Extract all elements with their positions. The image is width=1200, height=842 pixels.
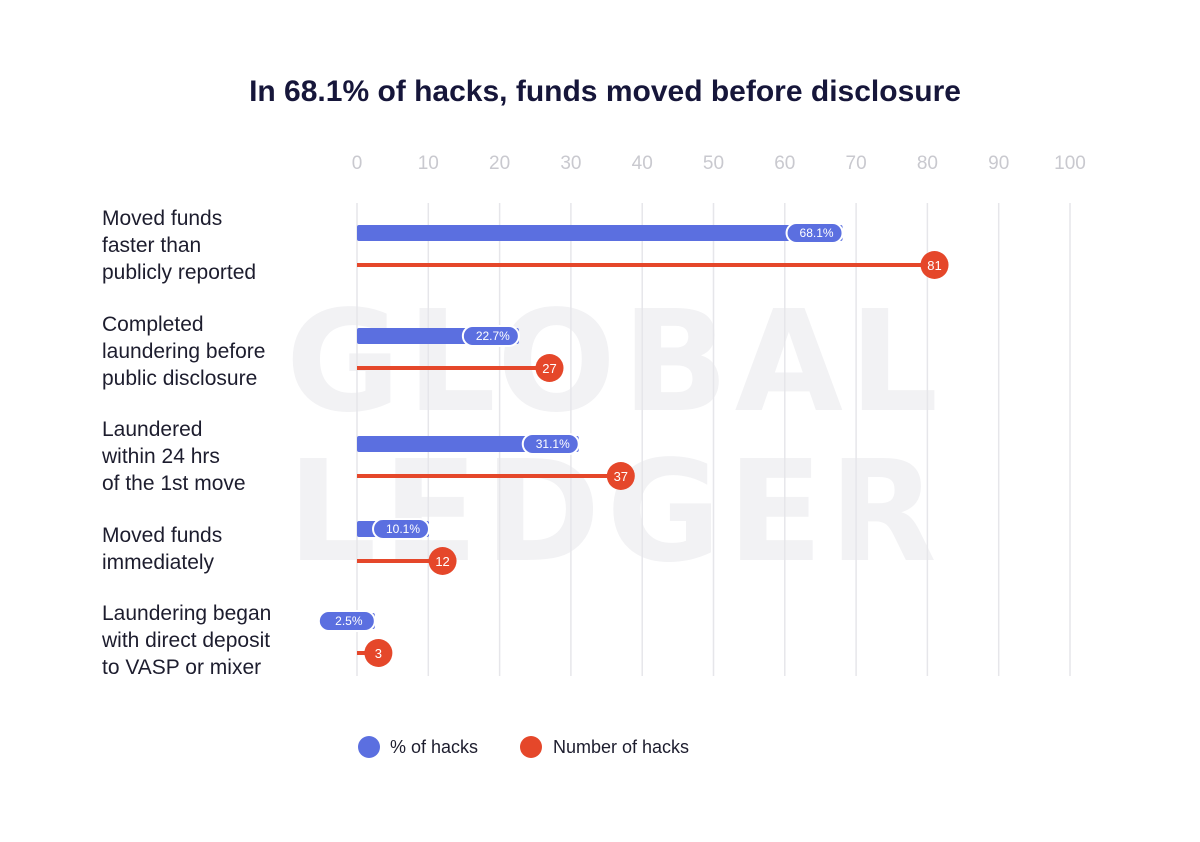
category-label: Laundering began <box>102 602 271 625</box>
count-bar <box>357 366 550 370</box>
category-labels: Moved funds faster than publicly reported C… <box>101 207 271 679</box>
x-tick-label: 50 <box>703 153 724 174</box>
x-tick-label: 30 <box>560 153 581 174</box>
watermark: GLOBAL LEDGER <box>286 281 944 594</box>
category-label: immediately <box>102 551 215 574</box>
legend: % of hacks Number of hacks <box>358 736 689 758</box>
legend-swatch <box>358 736 380 758</box>
bars: 68.1% 81 22.7% 27 31.1% 37 10.1% 12 2.5% 3 <box>317 222 949 667</box>
pct-label-pill <box>372 518 431 540</box>
count-dot <box>428 547 457 575</box>
pct-label: 68.1% <box>800 226 834 240</box>
pct-label: 31.1% <box>536 437 570 451</box>
count-dot <box>606 462 635 490</box>
count-label: 12 <box>435 554 449 569</box>
count-bar <box>357 263 935 267</box>
gridlines <box>356 203 1071 676</box>
count-label: 3 <box>375 646 382 661</box>
category-label: to VASP or mixer <box>102 656 261 679</box>
category-label: with direct deposit <box>101 629 270 652</box>
legend-label: Number of hacks <box>553 737 689 757</box>
pct-label-pill <box>461 325 520 347</box>
category-label: public disclosure <box>102 367 257 390</box>
x-tick-label: 0 <box>352 153 363 174</box>
category-label: Completed <box>102 313 204 336</box>
category-label: faster than <box>102 234 201 257</box>
count-bar <box>357 559 443 563</box>
watermark-line-1: GLOBAL <box>286 281 944 444</box>
count-dot <box>535 354 564 382</box>
x-tick-label: 60 <box>774 153 795 174</box>
x-tick-label: 10 <box>418 153 439 174</box>
x-tick-label: 70 <box>846 153 867 174</box>
category-label: laundering before <box>102 340 265 363</box>
chart-title: In 68.1% of hacks, funds moved before di… <box>249 75 961 108</box>
x-tick-label: 100 <box>1054 153 1086 174</box>
legend-swatch <box>520 736 542 758</box>
category-label: Laundered <box>102 418 202 441</box>
category-label: Moved funds <box>102 524 222 547</box>
pct-label: 22.7% <box>476 329 510 343</box>
x-tick-label: 90 <box>988 153 1009 174</box>
count-dot <box>364 639 393 667</box>
pct-label-pill <box>521 433 580 455</box>
pct-label: 2.5% <box>335 614 363 628</box>
watermark-line-2: LEDGER <box>287 431 942 594</box>
pct-bar <box>357 225 843 241</box>
category-label: Moved funds <box>102 207 222 230</box>
x-tick-label: 80 <box>917 153 938 174</box>
pct-label: 10.1% <box>386 522 420 536</box>
pct-label-pill <box>785 222 844 244</box>
x-tick-label: 40 <box>632 153 653 174</box>
category-label: publicly reported <box>102 261 256 284</box>
count-label: 27 <box>542 361 556 376</box>
legend-label: % of hacks <box>390 737 478 757</box>
category-label: of the 1st move <box>102 472 246 495</box>
x-tick-label: 20 <box>489 153 510 174</box>
x-axis-ticks: 0 10 20 30 40 50 60 70 80 90 100 <box>352 153 1086 174</box>
count-bar <box>357 474 621 478</box>
count-label: 37 <box>614 469 628 484</box>
count-dot <box>920 251 949 279</box>
count-label: 81 <box>927 258 941 273</box>
category-label: within 24 hrs <box>101 445 220 468</box>
pct-label-pill <box>317 610 376 632</box>
